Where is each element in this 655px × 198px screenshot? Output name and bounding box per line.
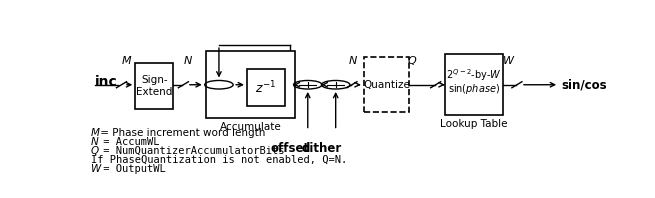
Text: Q: Q	[91, 146, 99, 156]
Text: = OutputWL: = OutputWL	[97, 164, 166, 174]
Text: M: M	[91, 128, 100, 138]
Text: Sign-
Extend: Sign- Extend	[136, 75, 172, 97]
Text: $z^{-1}$: $z^{-1}$	[255, 79, 276, 96]
Text: = Phase increment word length: = Phase increment word length	[97, 128, 265, 138]
Text: If PhaseQuantization is not enabled, Q=N.: If PhaseQuantization is not enabled, Q=N…	[91, 155, 347, 165]
Bar	[247, 69, 285, 106]
Text: $N$: $N$	[183, 54, 193, 66]
Text: sin/cos: sin/cos	[561, 78, 607, 91]
Text: dither: dither	[301, 142, 342, 155]
Bar	[206, 51, 295, 118]
Text: $W$: $W$	[502, 54, 515, 66]
Text: Accumulate: Accumulate	[220, 122, 282, 132]
Text: offset: offset	[271, 142, 310, 155]
Text: = AccumWL: = AccumWL	[97, 137, 160, 147]
Text: sin($\mathit{phase}$): sin($\mathit{phase}$)	[448, 82, 500, 96]
Text: W: W	[91, 164, 102, 174]
Bar	[364, 57, 409, 112]
Bar	[135, 63, 173, 109]
Text: N: N	[91, 137, 99, 147]
Bar	[445, 54, 503, 115]
Text: Quantize: Quantize	[363, 80, 410, 90]
Text: inc: inc	[94, 75, 117, 89]
Text: Lookup Table: Lookup Table	[440, 119, 508, 129]
Text: $2^{Q-2}$-by-$W$: $2^{Q-2}$-by-$W$	[446, 67, 502, 83]
Text: = NumQuantizerAccumulatorBits: = NumQuantizerAccumulatorBits	[97, 146, 285, 156]
Text: $N$: $N$	[348, 54, 358, 66]
Text: $M$: $M$	[121, 54, 132, 66]
Text: $Q$: $Q$	[407, 54, 417, 67]
